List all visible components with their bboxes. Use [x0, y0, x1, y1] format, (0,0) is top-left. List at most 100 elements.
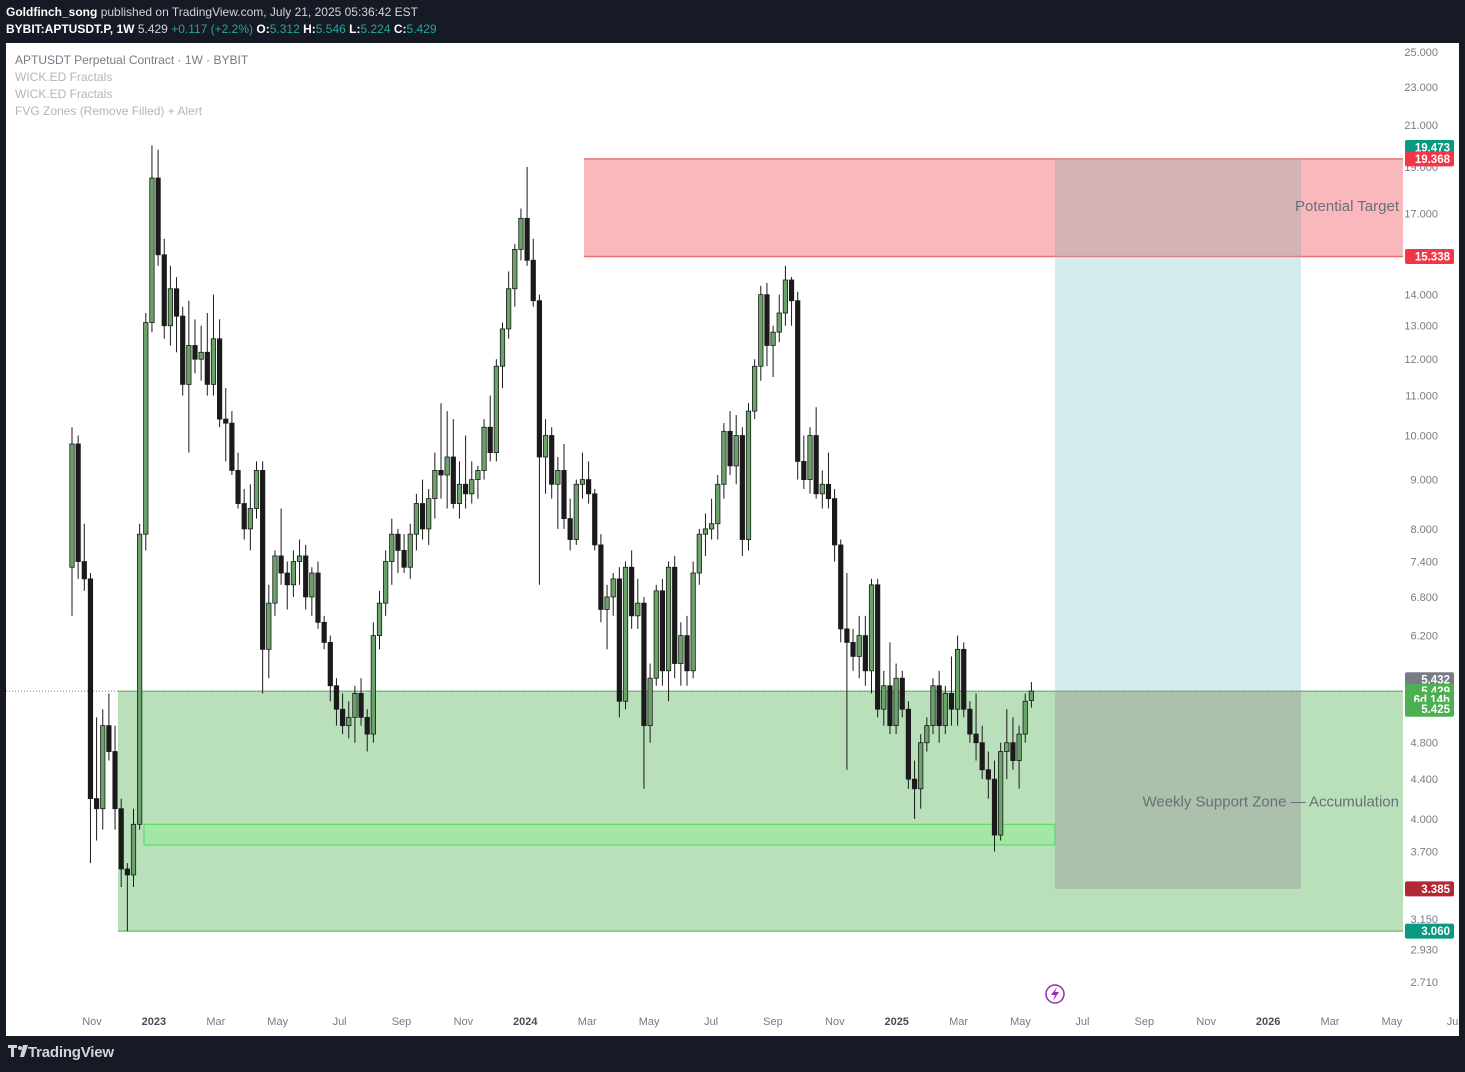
candle [266, 584, 272, 679]
price-tag: 3.385 [1405, 881, 1454, 897]
candle-body [155, 177, 161, 256]
price-tag: 5.425 [1405, 701, 1454, 717]
candle [715, 474, 721, 540]
tradingview-logo[interactable]: TradingView [8, 1044, 114, 1061]
tradingview-brand: TradingView [28, 1044, 114, 1061]
candle-body [413, 503, 420, 535]
candle-body [352, 693, 358, 718]
price-chart[interactable]: Potential Target Weekly Support Zone — Ac… [6, 43, 1459, 1036]
candle-body [118, 808, 124, 870]
zones-layer [6, 158, 1403, 932]
indicator-fractals-2[interactable]: WICK.ED Fractals [15, 87, 113, 101]
price-tag-value: 5.425 [1421, 704, 1450, 716]
candle-body [702, 528, 709, 535]
candle [579, 452, 586, 499]
candle-body [469, 479, 475, 495]
symbol-label[interactable]: BYBIT:APTUSDT.P, 1W [6, 22, 135, 36]
candle [364, 709, 370, 752]
price-tag: 3.060 [1405, 923, 1454, 939]
indicator-fvg-zones[interactable]: FVG Zones (Remove Filled) + Alert [15, 104, 203, 118]
candle [216, 319, 223, 428]
candle-body [1010, 742, 1016, 761]
candle [87, 573, 94, 864]
candle [401, 534, 407, 574]
candle [702, 513, 709, 556]
candle [272, 550, 278, 616]
candle [198, 325, 204, 381]
chart-panel[interactable]: Potential Target Weekly Support Zone — Ac… [6, 43, 1459, 1036]
y-tick-label: 6.200 [1410, 631, 1438, 643]
candle [770, 325, 776, 378]
candle-body [266, 602, 272, 650]
candle-body [81, 561, 87, 580]
candle [893, 663, 899, 735]
candle [94, 717, 100, 841]
lightning-icon[interactable] [1045, 984, 1065, 1004]
candle-body [456, 483, 463, 504]
x-tick-label: Sep [763, 1016, 783, 1028]
candle-body [610, 578, 616, 598]
candle-body [622, 566, 629, 702]
candle [143, 313, 149, 551]
candle [186, 300, 192, 453]
last-price: 5.429 [137, 22, 168, 36]
candle [444, 411, 450, 509]
indicator-fractals-1[interactable]: WICK.ED Fractals [15, 70, 113, 84]
x-tick-label: Jul [333, 1016, 347, 1028]
y-tick-label: 4.400 [1410, 774, 1438, 786]
candle [327, 635, 333, 702]
candle [149, 145, 155, 333]
candle-body [850, 642, 856, 657]
candle-body [862, 635, 868, 672]
x-tick-label: 2024 [513, 1016, 538, 1028]
candle [352, 685, 358, 743]
candle [555, 456, 561, 529]
candle [241, 489, 247, 540]
candle [856, 615, 862, 679]
open-label: O: [256, 22, 270, 36]
candle [253, 461, 260, 519]
candle [924, 717, 930, 752]
candle [419, 479, 426, 540]
candle-body [180, 315, 186, 385]
x-tick-label: Nov [82, 1016, 102, 1028]
candle [942, 685, 948, 735]
candle-body [130, 823, 137, 876]
candle-body [475, 470, 481, 481]
candle [296, 539, 303, 585]
candle-body [604, 596, 610, 610]
candle-body [955, 648, 961, 710]
lightning-icon-ring [1045, 984, 1065, 1004]
candle [782, 265, 789, 326]
candle-body [401, 549, 407, 568]
candle [536, 294, 543, 585]
candle [1004, 709, 1010, 780]
candle [487, 395, 493, 462]
candle-body [444, 456, 450, 476]
candle-body [629, 566, 635, 617]
fvg-zone [143, 823, 1056, 846]
candle-body [321, 621, 327, 643]
candle-body [149, 177, 155, 323]
low-label: L: [349, 22, 361, 36]
candle [542, 419, 549, 494]
candle [247, 484, 253, 551]
candle [899, 670, 905, 718]
author-name[interactable]: Goldfinch_song [6, 5, 98, 19]
candle-body [462, 483, 469, 495]
x-tick-label: May [1382, 1016, 1403, 1028]
candle [955, 635, 961, 726]
candle-body [278, 555, 284, 574]
candle [69, 427, 75, 616]
candle [653, 584, 659, 686]
y-tick-label: 4.000 [1410, 814, 1438, 826]
candle [672, 555, 678, 679]
x-tick-label: 2026 [1256, 1016, 1280, 1028]
candle-body [253, 470, 260, 509]
y-tick-label: 3.150 [1410, 914, 1438, 926]
candle-body [198, 351, 204, 360]
candle-body [204, 351, 210, 385]
candle [106, 693, 112, 761]
y-tick-label: 2.930 [1410, 944, 1438, 956]
high-value: 5.546 [315, 22, 346, 36]
